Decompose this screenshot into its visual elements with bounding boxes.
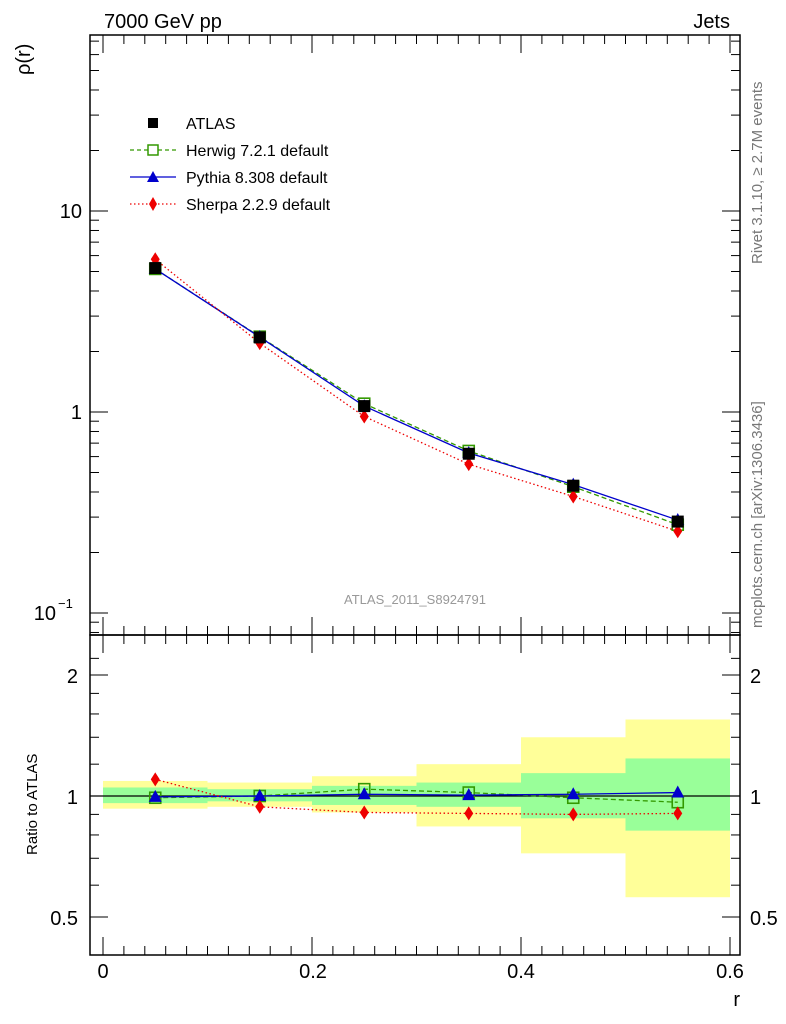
main-point-sherpa [359,409,369,424]
ratio-ytick-2-right: 2 [750,666,761,688]
xtick-label-0p6: 0.6 [716,961,744,983]
ratio-xlabel: r [733,989,740,1011]
axes-frame [89,34,741,956]
ratio-ylabel: Ratio to ATLAS [24,754,41,855]
main-point-sherpa [568,489,578,504]
ratio-point-pythia [566,787,580,800]
legend: ATLAS Herwig 7.2.1 default Pythia 8.308 … [130,116,331,214]
xtick-label-0p2: 0.2 [299,961,327,983]
ratio-series [148,772,685,822]
ratio-point-pythia [671,785,685,798]
main-line-herwig [154,268,678,526]
xtick-label-0p4: 0.4 [507,961,535,983]
main-ylabel: ρ(r) [13,44,35,75]
legend-label-sherpa: Sherpa 2.2.9 default [186,197,331,214]
ratio-point-sherpa [464,806,474,821]
legend-marker-atlas [148,118,158,128]
ytick-label-0p1-base: 10 [34,603,56,625]
legend-label-atlas: ATLAS [186,116,236,133]
main-line-pythia [154,268,678,521]
ratio-point-pythia [148,789,162,802]
main-series [148,252,685,539]
ratio-uncertainty-bands [103,719,730,898]
main-point-atlas [149,262,162,275]
main-point-sherpa [464,457,474,472]
ratio-point-pythia [462,788,476,801]
ytick-label-1: 1 [71,402,82,424]
analysis-watermark: ATLAS_2011_S8924791 [344,592,486,607]
ratio-point-sherpa [359,805,369,820]
side-label-rivet: Rivet 3.1.10, ≥ 2.7M events [749,82,766,265]
ytick-label-10: 10 [60,201,82,223]
main-point-atlas [567,479,580,492]
ratio-point-sherpa [568,807,578,822]
ratio-line-sherpa [155,778,678,816]
ratio-ytick-0p5-left: 0.5 [50,908,78,930]
side-label-mcplots: mcplots.cern.ch [arXiv:1306.3436] [749,401,766,628]
legend-marker-herwig [147,144,159,156]
legend-marker-sherpa [149,197,157,211]
main-point-atlas [253,331,266,344]
legend-label-herwig: Herwig 7.2.1 default [186,143,329,160]
ratio-ytick-1-left: 1 [67,787,78,809]
legend-marker-pythia [147,171,159,182]
ratio-line-pythia [155,791,678,798]
ratio-point-sherpa [673,806,683,821]
main-point-atlas [671,515,684,528]
header-left-title: 7000 GeV pp [104,11,222,33]
ratio-ytick-1-right: 1 [750,787,761,809]
ratio-ytick-2-left: 2 [67,666,78,688]
main-point-atlas [462,447,475,460]
ratio-point-pythia [357,787,371,800]
main-line-sherpa [154,258,678,532]
ratio-point-sherpa [150,772,160,787]
ratio-point-pythia [253,789,267,801]
ratio-ytick-0p5-right: 0.5 [750,908,778,930]
ratio-point-sherpa [255,799,265,814]
main-point-atlas [358,400,371,413]
main-point-sherpa [673,524,683,539]
ratio-line-herwig [155,788,678,803]
ratio-plot-frame [89,634,741,956]
xtick-label-0: 0 [97,961,108,983]
ytick-label-0p1-exp: −1 [58,596,73,611]
header-right-title: Jets [693,11,730,33]
legend-label-pythia: Pythia 8.308 default [186,170,328,187]
